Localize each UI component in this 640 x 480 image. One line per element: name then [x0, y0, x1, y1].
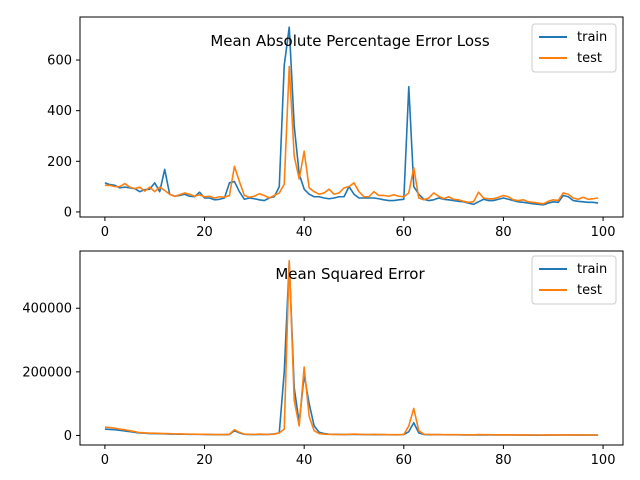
mape-axes-frame — [79, 16, 624, 218]
mape-x-tick-label: 40 — [296, 225, 313, 240]
mse-subplot: 0 20 40 60 80 100 0 200000 400000 Mean Squared … — [22, 250, 624, 468]
mape-series-train-line — [104, 26, 599, 206]
mape-y-tick-label: 200 — [47, 155, 72, 170]
mse-legend-test-label: test — [577, 283, 602, 298]
mape-y-ticks: 0 200 400 600 — [47, 54, 80, 220]
mse-y-tick-label: 0 — [64, 429, 72, 444]
mape-x-tick-label: 60 — [396, 225, 413, 240]
mse-series-test-line — [104, 259, 599, 436]
mape-legend-test-label: test — [577, 51, 602, 66]
mape-x-tick-label: 20 — [196, 225, 213, 240]
mse-x-tick-label: 100 — [591, 453, 616, 468]
mape-series-layer — [104, 26, 599, 206]
mape-subplot: 0 20 40 60 80 100 0 200 400 600 Mean Absolute Pe… — [47, 16, 624, 240]
mse-y-ticks: 0 200000 400000 — [22, 302, 80, 444]
mse-x-tick-label: 20 — [196, 453, 213, 468]
mse-y-tick-label: 400000 — [22, 302, 72, 317]
mape-y-tick-label: 400 — [47, 104, 72, 119]
mse-x-tick-label: 80 — [495, 453, 512, 468]
mape-x-tick-label: 0 — [101, 225, 109, 240]
mse-legend: train test — [531, 255, 617, 305]
mape-y-tick-label: 0 — [64, 205, 72, 220]
mse-series-layer — [104, 259, 599, 436]
mape-x-ticks: 0 20 40 60 80 100 — [101, 217, 616, 240]
mape-x-tick-label: 80 — [495, 225, 512, 240]
mse-axes-frame — [79, 250, 624, 446]
mape-legend-train-label: train — [577, 30, 607, 45]
mape-legend: train test — [531, 23, 617, 73]
mape-chart-title: Mean Absolute Percentage Error Loss — [210, 32, 490, 50]
mape-x-tick-label: 100 — [591, 225, 616, 240]
mse-y-tick-label: 200000 — [22, 365, 72, 380]
mse-x-ticks: 0 20 40 60 80 100 — [101, 445, 616, 468]
mape-y-tick-label: 600 — [47, 54, 72, 69]
mape-series-test-line — [104, 65, 599, 205]
mse-chart-title: Mean Squared Error — [275, 265, 425, 283]
mse-x-tick-label: 40 — [296, 453, 313, 468]
mse-x-tick-label: 60 — [396, 453, 413, 468]
mse-x-tick-label: 0 — [101, 453, 109, 468]
mse-legend-train-label: train — [577, 262, 607, 277]
